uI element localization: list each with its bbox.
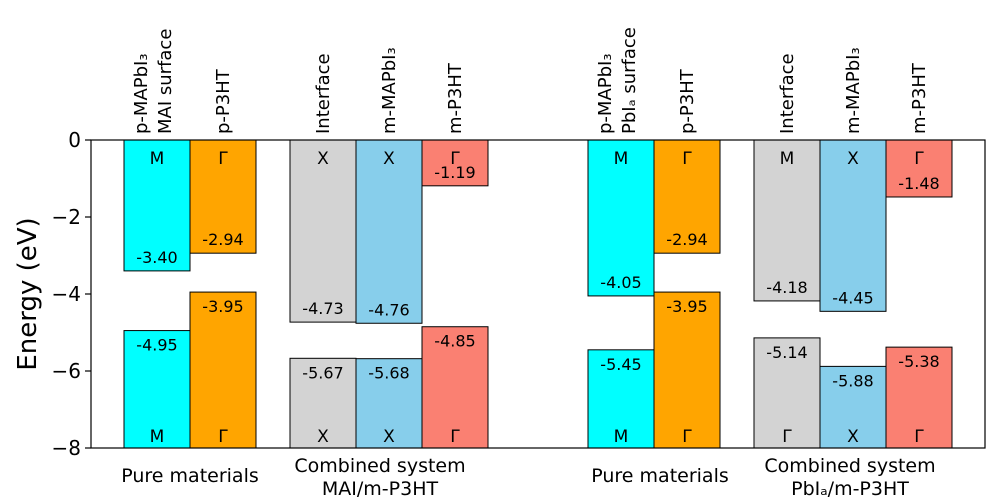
y-tick-label: −8 xyxy=(52,436,81,460)
top-kpoint-label: X xyxy=(383,149,395,169)
vbm-value-label: -5.45 xyxy=(600,355,641,374)
column-label: Interface xyxy=(313,53,334,134)
vbm-value-label: -5.67 xyxy=(302,363,343,382)
cbm-bar xyxy=(753,139,821,302)
top-kpoint-label: M xyxy=(150,149,165,169)
vbm-value-label: -4.85 xyxy=(434,332,475,351)
bottom-kpoint-label: X xyxy=(317,427,329,447)
bottom-kpoint-label: Γ xyxy=(682,427,692,447)
vbm-value-label: -5.68 xyxy=(368,364,409,383)
vbm-bar xyxy=(421,326,489,449)
vbm-bar xyxy=(355,358,423,449)
cbm-value-label: -4.05 xyxy=(600,273,641,292)
cbm-value-label: -4.76 xyxy=(368,300,409,319)
group-label: Pure materials xyxy=(591,465,729,487)
column-label: p-P3HT xyxy=(213,68,234,134)
column-label: m-MAPbI₃ xyxy=(843,47,864,134)
y-axis-label: Energy (eV) xyxy=(13,217,43,370)
cbm-value-label: -4.73 xyxy=(302,299,343,318)
vbm-value-label: -5.88 xyxy=(832,371,873,390)
cbm-value-label: -2.94 xyxy=(202,230,243,249)
vbm-bar xyxy=(123,330,191,449)
group-label-secondary: PbIₐ/m-P3HT xyxy=(791,478,909,500)
cbm-bar xyxy=(885,139,953,198)
vbm-value-label: -3.95 xyxy=(202,297,243,316)
bottom-kpoint-label: M xyxy=(614,427,629,447)
labels-layer: MM-3.40-4.95p-MAPbI₃ MAI surfaceΓΓ-2.94-3… xyxy=(121,27,939,500)
cbm-bar xyxy=(819,139,887,312)
y-tick-label: −2 xyxy=(52,205,81,229)
column-label-secondary: PbIₐ surface xyxy=(619,27,640,134)
top-kpoint-label: Γ xyxy=(682,149,692,169)
cbm-bar xyxy=(421,139,489,187)
cbm-bar xyxy=(123,139,191,272)
column-label: m-P3HT xyxy=(445,62,466,134)
column-label-secondary: MAI surface xyxy=(155,29,176,134)
top-kpoint-label: Γ xyxy=(450,149,460,169)
cbm-bar xyxy=(355,139,423,324)
group-label: Combined system xyxy=(764,455,935,477)
top-kpoint-label: Γ xyxy=(914,149,924,169)
cbm-value-label: -1.19 xyxy=(434,163,475,182)
vbm-bar xyxy=(189,291,257,449)
top-kpoint-label: X xyxy=(317,149,329,169)
vbm-value-label: -4.95 xyxy=(136,336,177,355)
column-label: p-MAPbI₃ xyxy=(131,53,152,134)
cbm-value-label: -4.18 xyxy=(766,278,807,297)
cbm-value-label: -3.40 xyxy=(136,248,177,267)
top-kpoint-label: M xyxy=(614,149,629,169)
vbm-bar xyxy=(885,346,953,449)
vbm-bar xyxy=(819,365,887,449)
vbm-bar xyxy=(653,291,721,449)
cbm-value-label: -2.94 xyxy=(666,230,707,249)
bottom-kpoint-label: M xyxy=(150,427,165,447)
bottom-kpoint-label: X xyxy=(383,427,395,447)
bottom-kpoint-label: Γ xyxy=(450,427,460,447)
top-kpoint-label: X xyxy=(847,149,859,169)
vbm-bar xyxy=(753,337,821,449)
vbm-bar xyxy=(289,357,357,449)
y-tick-label: −4 xyxy=(52,282,81,306)
vbm-bar xyxy=(587,349,655,449)
group-label: Pure materials xyxy=(121,465,259,487)
bars-layer xyxy=(123,139,953,449)
group-label: Combined system xyxy=(294,455,465,477)
cbm-value-label: -1.48 xyxy=(898,174,939,193)
column-label: m-MAPbI₃ xyxy=(379,47,400,134)
column-label: Interface xyxy=(777,53,798,134)
y-ticks: 0 −2 −4 −6 −8 xyxy=(52,128,91,460)
y-tick-label: −6 xyxy=(52,359,81,383)
bottom-kpoint-label: Γ xyxy=(782,427,792,447)
top-kpoint-label: M xyxy=(780,149,795,169)
cbm-value-label: -4.45 xyxy=(832,288,873,307)
top-kpoint-label: Γ xyxy=(218,149,228,169)
cbm-bar xyxy=(653,139,721,254)
cbm-bar xyxy=(289,139,357,323)
bottom-kpoint-label: Γ xyxy=(914,427,924,447)
bottom-kpoint-label: X xyxy=(847,427,859,447)
bottom-kpoint-label: Γ xyxy=(218,427,228,447)
y-tick-label: 0 xyxy=(68,128,81,152)
column-label: m-P3HT xyxy=(909,62,930,134)
vbm-value-label: -3.95 xyxy=(666,297,707,316)
vbm-value-label: -5.38 xyxy=(898,352,939,371)
column-label: p-MAPbI₃ xyxy=(595,53,616,134)
column-label: p-P3HT xyxy=(677,68,698,134)
vbm-value-label: -5.14 xyxy=(766,343,807,362)
group-label-secondary: MAI/m-P3HT xyxy=(322,478,439,500)
